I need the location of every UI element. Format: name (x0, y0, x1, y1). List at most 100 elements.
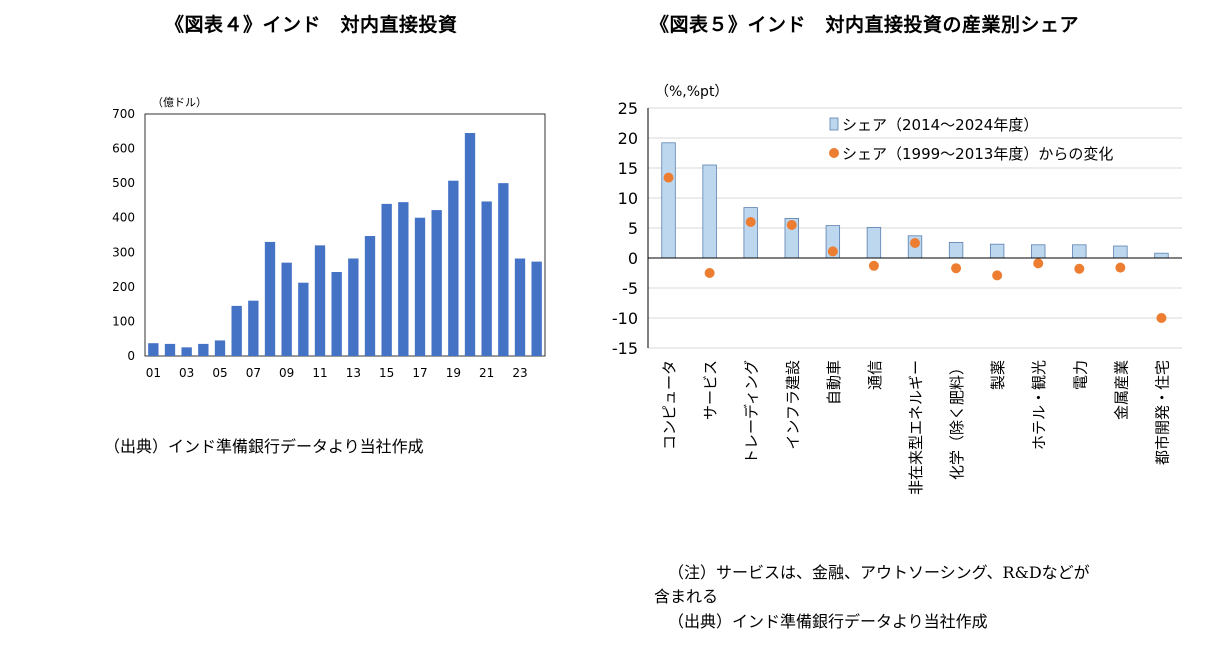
chart2-change-marker (951, 263, 962, 274)
chart2-note-line1: （注）サービスは、金融、アウトソーシング、R&Dなどが (668, 563, 1090, 582)
chart2-share-bar (1072, 244, 1087, 259)
chart2-y-tick-label: 5 (628, 219, 638, 238)
chart1-bar (481, 201, 492, 356)
chart1-bar (514, 258, 526, 356)
chart2-category-label: 都市開発・住宅 (1153, 360, 1171, 465)
chart1-y-tick-label: 200 (112, 280, 135, 294)
chart1-bar (348, 258, 359, 356)
chart2-share-bar (989, 243, 1005, 259)
chart2-category-label: 製薬 (989, 360, 1007, 390)
chart2-share-bar (702, 164, 717, 259)
chart2-category-label: 通信 (866, 360, 884, 390)
chart1-bar (264, 241, 276, 356)
chart2-change-marker (704, 268, 715, 278)
chart1-bar (431, 210, 442, 356)
chart2-share-bar (1031, 244, 1046, 259)
chart1-y-tick-label: 600 (112, 142, 135, 156)
chart1-bar (381, 203, 392, 356)
chart1-bar (498, 183, 509, 356)
chart2-legend-marker-swatch (829, 148, 839, 158)
chart2-change-marker (745, 217, 756, 227)
chart2-y-tick-label: 20 (618, 129, 638, 148)
chart2-note-line2: 含まれる (654, 587, 719, 606)
chart2-legend-marker-label: シェア（1999～2013年度）からの変化 (842, 145, 1113, 163)
chart2-share-bar (1113, 245, 1128, 259)
chart1-x-tick-label: 03 (179, 366, 194, 380)
chart1-x-tick-label: 07 (246, 366, 261, 380)
chart1-y-tick-label: 700 (112, 107, 135, 121)
chart2-y-tick-label: -10 (612, 309, 638, 328)
chart1-x-tick-label: 19 (446, 366, 461, 380)
chart2-legend-bar-swatch (829, 117, 839, 131)
chart2-change-marker (786, 220, 797, 230)
chart1-y-tick-label: 300 (112, 245, 135, 259)
chart2-y-tick-label: 10 (618, 189, 638, 208)
chart1-bar (148, 343, 159, 356)
chart1-bar (231, 305, 242, 356)
chart1-bar (464, 133, 476, 356)
chart2-change-marker (992, 270, 1003, 281)
chart2-y-unit-label: （%,%pt） (655, 84, 728, 100)
chart1-y-unit-label: （億ドル） (152, 96, 207, 109)
chart2-legend-bar-label: シェア（2014～2024年度） (842, 116, 1038, 134)
chart2-share-bar (948, 241, 964, 259)
chart1-x-tick-label: 01 (146, 366, 161, 380)
chart1-x-tick-label: 05 (212, 366, 227, 380)
chart1-bar (448, 180, 459, 356)
chart2-y-tick-label: 15 (618, 159, 638, 178)
chart1-y-tick-label: 100 (112, 314, 135, 328)
chart1-bar (314, 245, 326, 356)
chart2-category-label: ホテル・観光 (1030, 360, 1048, 450)
chart2-category-label: 非在来型エネルギー (907, 360, 925, 495)
chart2-category-label: 化学（除く肥料） (948, 360, 966, 480)
chart1-bar (414, 217, 426, 356)
chart2-change-marker (1074, 263, 1085, 274)
chart1-bar (214, 340, 226, 356)
chart2-share-bar (1154, 252, 1169, 259)
chart1-bar (181, 347, 192, 356)
chart1-x-tick-label: 21 (479, 366, 494, 380)
chart2-y-tick-label: 25 (618, 99, 638, 118)
chart1-x-tick-label: 11 (312, 366, 327, 380)
chart1-bar (531, 261, 542, 356)
chart2-change-marker (1033, 258, 1044, 269)
chart2-change-marker (910, 238, 920, 248)
chart1-bar (164, 343, 176, 356)
chart2-share-bar (743, 207, 758, 259)
chart2-change-marker (1156, 313, 1167, 323)
chart2-share-bar (661, 142, 676, 259)
chart1-y-tick-label: 400 (112, 211, 135, 225)
chart2-category-label: コンピュータ (661, 360, 679, 450)
chart1-y-tick-label: 500 (112, 176, 135, 190)
chart1-x-tick-label: 15 (379, 366, 394, 380)
chart1-x-tick-label: 13 (346, 366, 361, 380)
chart2-category-label: 金属産業 (1112, 360, 1130, 420)
chart2-category-label: 電力 (1071, 360, 1089, 390)
chart2-change-marker (663, 172, 674, 183)
chart2-y-tick-label: -15 (612, 339, 638, 358)
chart2-share-bar (866, 226, 882, 259)
chart2-category-label: インフラ建設 (784, 360, 802, 450)
chart2-source-note: （出典）インド準備銀行データより当社作成 (668, 612, 988, 631)
chart1-title: 《図表４》インド 対内直接投資 (165, 14, 458, 36)
chart1-bar (398, 202, 409, 356)
chart1-bar (198, 343, 209, 356)
chart1-bar (364, 236, 376, 356)
chart1-bar (281, 262, 292, 356)
chart2-category-label: 自動車 (825, 360, 843, 405)
chart2-change-marker (827, 246, 838, 257)
chart2-category-label: トレーディング (743, 360, 761, 464)
chart2-y-tick-label: -5 (622, 279, 638, 298)
chart2-category-label: サービス (702, 360, 720, 420)
chart1-y-tick-label: 0 (127, 349, 135, 363)
chart1-x-tick-label: 17 (412, 366, 427, 380)
chart2-change-marker (1115, 262, 1126, 273)
chart1-x-tick-label: 09 (279, 366, 294, 380)
chart1-bar (298, 282, 309, 356)
chart1-bar (331, 271, 342, 356)
chart2-change-marker (868, 260, 879, 271)
chart1-x-tick-label: 23 (512, 366, 527, 380)
chart1-source-note: （出典）インド準備銀行データより当社作成 (104, 437, 424, 456)
